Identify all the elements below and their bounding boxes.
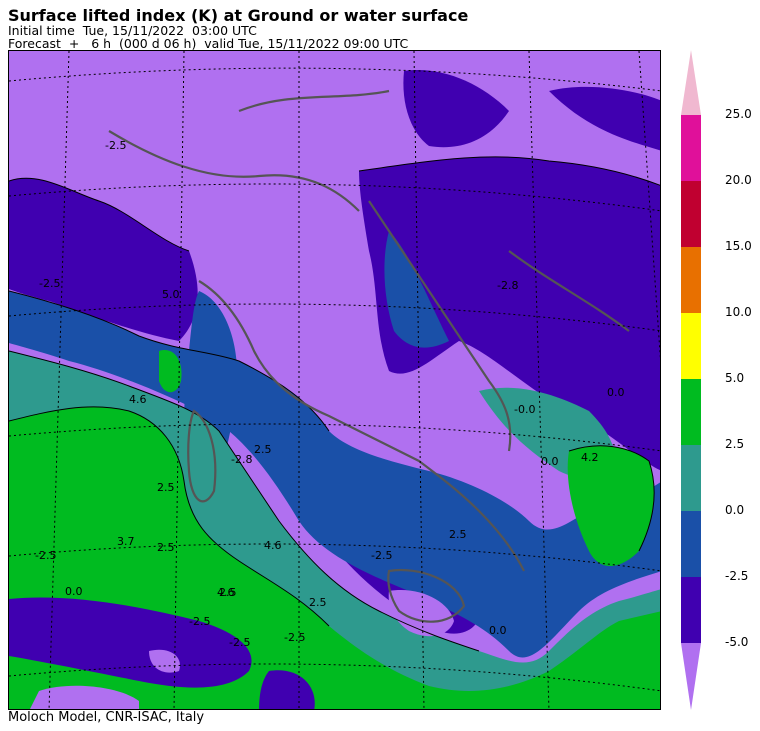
chart-title: Surface lifted index (K) at Ground or wa… bbox=[8, 6, 469, 25]
contour-label: -2.5 bbox=[105, 139, 126, 152]
colorbar-label: 2.5 bbox=[725, 437, 745, 451]
contour-labels: 5.0 -2.5 4.6 -2.8 -2.5 -0.0 4.6 2.5 3.7 … bbox=[35, 139, 625, 649]
contour-label: -2.5 bbox=[371, 549, 392, 562]
contour-label: 4.6 bbox=[217, 586, 235, 599]
colorbar-under-arrow bbox=[681, 643, 701, 710]
colorbar-label: -2.5 bbox=[725, 569, 749, 583]
contour-label: 4.6 bbox=[264, 539, 282, 552]
colorbar-band bbox=[681, 181, 701, 247]
contour-label: 4.2 bbox=[581, 451, 599, 464]
contour-label: 2.5 bbox=[254, 443, 272, 456]
colorbar-label: 15.0 bbox=[725, 239, 752, 253]
contour-label: 2.5 bbox=[449, 528, 467, 541]
contour-label: 0.0 bbox=[541, 455, 559, 468]
map-panel: 5.0 -2.5 4.6 -2.8 -2.5 -0.0 4.6 2.5 3.7 … bbox=[8, 50, 661, 710]
colorbar-band bbox=[681, 511, 701, 577]
initial-time: Initial time Tue, 15/11/2022 03:00 UTC bbox=[8, 23, 257, 38]
contour-label: 0.0 bbox=[65, 585, 83, 598]
colorbar-label: 25.0 bbox=[725, 107, 752, 121]
contour-label: 3.7 bbox=[117, 535, 135, 548]
contour-label: 2.5 bbox=[157, 541, 175, 554]
region-south-light bbox=[30, 590, 454, 709]
contour-label: 2.5 bbox=[219, 586, 237, 599]
contour-label: 5.0 bbox=[162, 288, 180, 301]
colorbar-label: 0.0 bbox=[725, 503, 745, 517]
contour-label: -0.0 bbox=[514, 403, 535, 416]
colorbar-label: 5.0 bbox=[725, 371, 745, 385]
forecast-time: Forecast + 6 h (000 d 06 h) valid Tue, 1… bbox=[8, 36, 409, 51]
colorbar-band bbox=[681, 445, 701, 511]
contour-label: 0.0 bbox=[607, 386, 625, 399]
contour-label: -2.8 bbox=[231, 453, 252, 466]
map-svg: 5.0 -2.5 4.6 -2.8 -2.5 -0.0 4.6 2.5 3.7 … bbox=[9, 51, 660, 709]
contour-label: -2.5 bbox=[284, 631, 305, 644]
colorbar-band bbox=[681, 247, 701, 313]
model-credit: Moloch Model, CNR-ISAC, Italy bbox=[8, 710, 205, 725]
colorbar-label: 10.0 bbox=[725, 305, 752, 319]
colorbar-label: -5.0 bbox=[725, 635, 749, 649]
contour-label: -2.5 bbox=[35, 549, 56, 562]
contour-label: -2.5 bbox=[39, 277, 60, 290]
latlon-grid bbox=[9, 51, 660, 709]
colorbar-over-arrow bbox=[681, 50, 701, 115]
colorbar-label: 20.0 bbox=[725, 173, 752, 187]
contour-label: 4.6 bbox=[129, 393, 147, 406]
contour-lines bbox=[9, 156, 660, 652]
contour-label: 0.0 bbox=[489, 624, 507, 637]
contour-label: -2.5 bbox=[229, 636, 250, 649]
contour-label: -2.8 bbox=[497, 279, 518, 292]
region-south-patches bbox=[9, 597, 315, 709]
colorbar-svg bbox=[681, 50, 701, 710]
contour-label: 2.5 bbox=[157, 481, 175, 494]
colorbar-band bbox=[681, 577, 701, 643]
colorbar-band bbox=[681, 379, 701, 445]
colorbar bbox=[679, 50, 760, 710]
coastlines bbox=[108, 89, 630, 623]
colorbar-band bbox=[681, 115, 701, 181]
contour-label: 2.5 bbox=[309, 596, 327, 609]
contour-label: -2.5 bbox=[189, 615, 210, 628]
colorbar-band bbox=[681, 313, 701, 379]
